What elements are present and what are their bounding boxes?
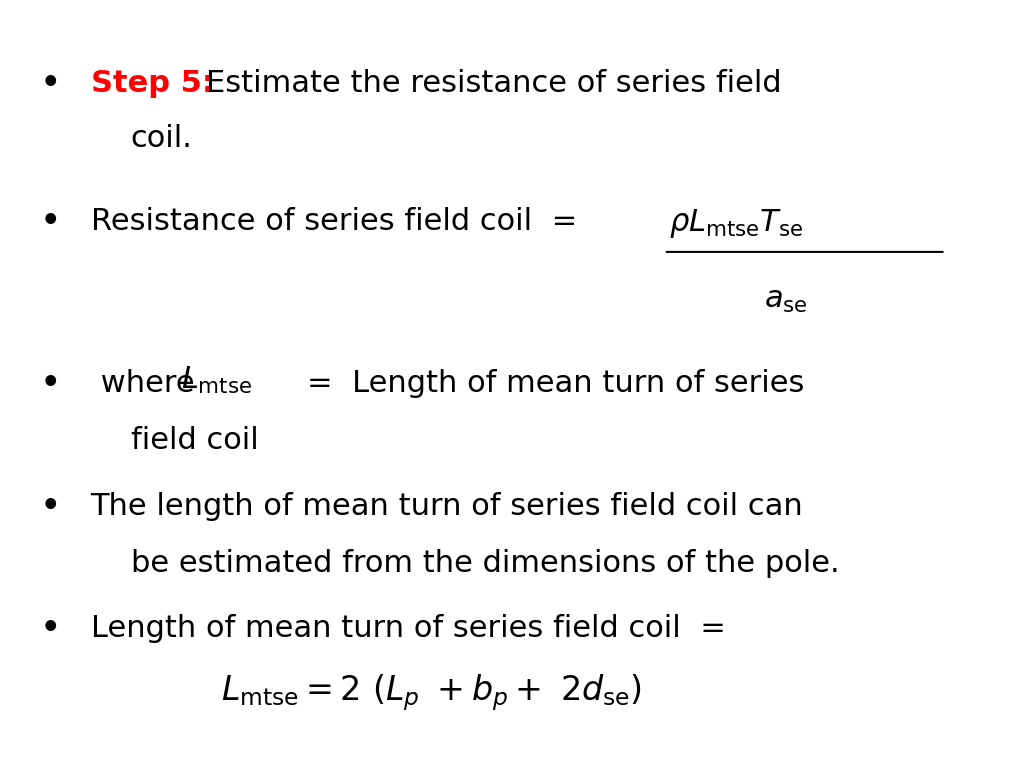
Text: •: • [40, 492, 59, 521]
Text: •: • [40, 207, 59, 237]
Text: $L_{\mathrm{mtse}} = 2\ (L_p\ +b_p +\ 2d_{\mathrm{se}})$: $L_{\mathrm{mtse}} = 2\ (L_p\ +b_p +\ 2d… [221, 672, 642, 713]
Text: where: where [90, 369, 204, 398]
Text: •: • [40, 69, 59, 98]
Text: $L_{\mathrm{mtse}}$: $L_{\mathrm{mtse}}$ [181, 365, 252, 396]
Text: Step 5:: Step 5: [90, 69, 214, 98]
Text: The length of mean turn of series field coil can: The length of mean turn of series field … [90, 492, 803, 521]
Text: •: • [40, 369, 59, 398]
Text: $a_{\mathrm{se}}$: $a_{\mathrm{se}}$ [764, 286, 808, 316]
Text: coil.: coil. [131, 124, 193, 154]
Text: Estimate the resistance of series field: Estimate the resistance of series field [206, 69, 781, 98]
Text: $\rho L_{\mathrm{mtse}}T_{\mathrm{se}}$: $\rho L_{\mathrm{mtse}}T_{\mathrm{se}}$ [669, 207, 803, 240]
Text: field coil: field coil [131, 426, 258, 455]
Text: Length of mean turn of series field coil  =: Length of mean turn of series field coil… [90, 614, 725, 644]
Text: •: • [40, 614, 59, 644]
Text: =  Length of mean turn of series: = Length of mean turn of series [307, 369, 804, 398]
Text: be estimated from the dimensions of the pole.: be estimated from the dimensions of the … [131, 549, 840, 578]
Text: Resistance of series field coil  =: Resistance of series field coil = [90, 207, 577, 237]
